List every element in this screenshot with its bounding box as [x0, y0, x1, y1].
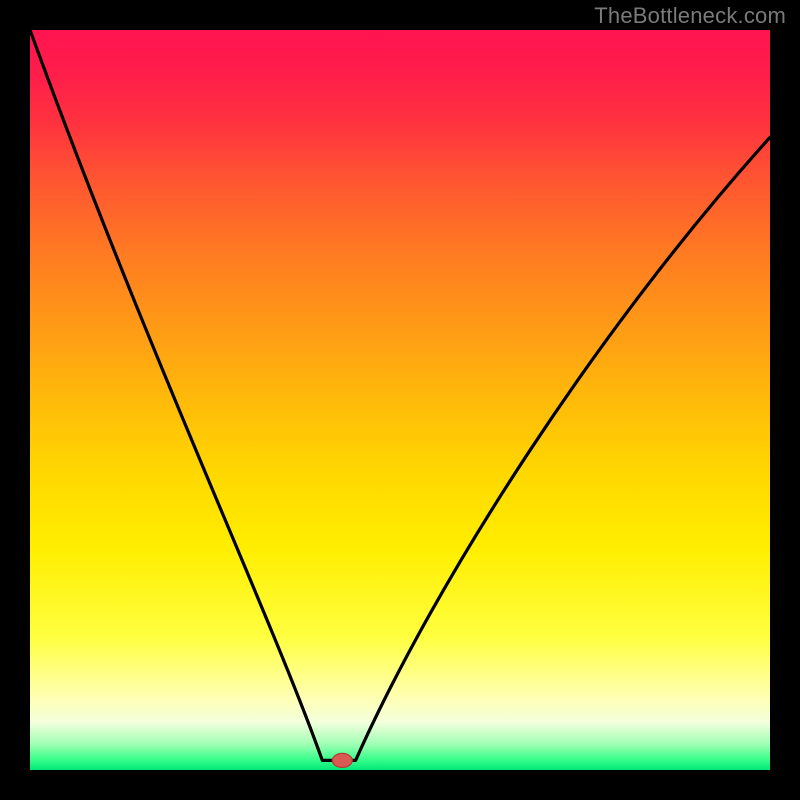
gradient-background	[30, 30, 770, 770]
optimal-point-marker	[332, 753, 352, 767]
plot-area	[30, 30, 770, 770]
chart-frame: TheBottleneck.com	[0, 0, 800, 800]
bottleneck-chart-svg	[30, 30, 770, 770]
watermark-text: TheBottleneck.com	[594, 3, 786, 29]
